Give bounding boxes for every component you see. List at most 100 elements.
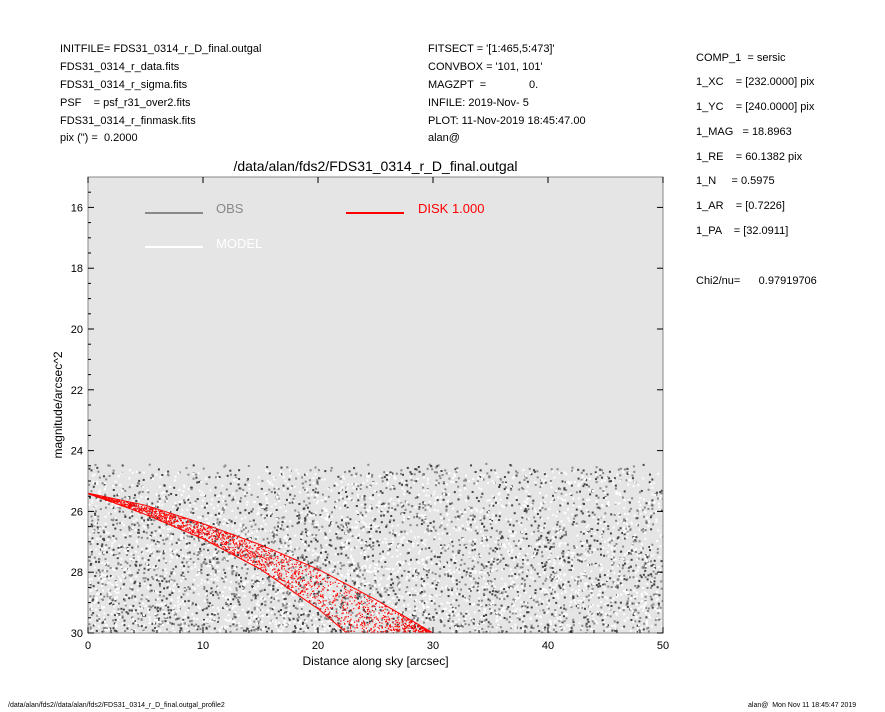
obs-point: [498, 544, 500, 546]
obs-point: [303, 508, 305, 510]
model-point: [160, 622, 162, 624]
model-point: [372, 517, 374, 519]
model-point: [441, 618, 443, 620]
model-point: [224, 586, 226, 588]
obs-point: [537, 527, 539, 529]
model-point: [573, 552, 575, 554]
model-point: [94, 524, 96, 526]
model-point: [520, 570, 522, 572]
model-point: [557, 597, 559, 599]
obs-point: [600, 607, 602, 609]
model-point: [618, 539, 620, 541]
obs-point: [610, 513, 612, 515]
model-point: [270, 587, 272, 589]
model-point: [147, 489, 149, 491]
obs-point: [452, 620, 454, 622]
obs-point: [648, 608, 650, 610]
obs-point: [218, 597, 220, 599]
obs-point: [119, 522, 121, 524]
obs-point: [534, 520, 536, 522]
obs-point: [583, 617, 585, 619]
obs-point: [361, 539, 363, 541]
model-point: [161, 492, 163, 494]
obs-point: [648, 546, 650, 548]
model-point: [215, 525, 217, 527]
obs-point: [552, 567, 554, 569]
model-point: [266, 499, 268, 501]
obs-point: [166, 598, 168, 600]
obs-point: [113, 489, 115, 491]
obs-point: [99, 571, 101, 573]
obs-point: [364, 570, 366, 572]
model-point: [135, 576, 137, 578]
model-point: [285, 510, 287, 512]
obs-point: [576, 509, 578, 511]
obs-point: [449, 503, 451, 505]
obs-point: [600, 554, 602, 556]
obs-point: [390, 471, 392, 473]
model-point: [116, 596, 118, 598]
model-point: [167, 622, 169, 624]
obs-point: [204, 558, 206, 560]
model-point: [264, 598, 266, 600]
obs-point: [549, 587, 551, 589]
obs-point: [472, 560, 474, 562]
obs-point: [372, 560, 374, 562]
obs-point: [235, 616, 237, 618]
model-point: [119, 484, 121, 486]
model-point: [167, 528, 169, 530]
obs-point: [176, 583, 178, 585]
model-point: [657, 473, 659, 475]
obs-point: [488, 553, 490, 555]
model-point: [631, 523, 633, 525]
model-point: [654, 608, 656, 610]
obs-point: [192, 512, 194, 514]
obs-point: [446, 506, 448, 508]
obs-point: [450, 559, 452, 561]
model-point: [136, 546, 138, 548]
obs-point: [318, 477, 320, 479]
model-point: [422, 563, 424, 565]
obs-point: [473, 623, 475, 625]
obs-point: [203, 543, 205, 545]
model-point: [373, 591, 375, 593]
obs-point: [124, 516, 126, 518]
model-point: [655, 521, 657, 523]
obs-point: [207, 614, 209, 616]
model-point: [452, 507, 454, 509]
model-point: [613, 559, 615, 561]
obs-point: [401, 575, 403, 577]
obs-point: [102, 583, 104, 585]
obs-point: [636, 509, 638, 511]
obs-point: [572, 619, 574, 621]
obs-point: [214, 628, 216, 630]
model-point: [467, 575, 469, 577]
model-point: [103, 606, 105, 608]
model-point: [604, 480, 606, 482]
model-point: [507, 588, 509, 590]
obs-point: [488, 476, 490, 478]
model-point: [288, 622, 290, 624]
obs-point: [251, 511, 253, 513]
obs-point: [643, 464, 645, 466]
obs-point: [390, 573, 392, 575]
obs-point: [299, 517, 301, 519]
obs-point: [393, 488, 395, 490]
model-point: [644, 591, 646, 593]
model-point: [111, 553, 113, 555]
obs-point: [195, 500, 197, 502]
model-point: [416, 573, 418, 575]
obs-point: [178, 538, 180, 540]
model-point: [238, 532, 240, 534]
obs-point: [132, 623, 134, 625]
model-point: [242, 609, 244, 611]
model-point: [291, 580, 293, 582]
obs-point: [421, 600, 423, 602]
model-point: [415, 599, 417, 601]
obs-point: [97, 516, 99, 518]
obs-point: [462, 595, 464, 597]
model-point: [280, 470, 282, 472]
model-point: [617, 582, 619, 584]
obs-point: [543, 527, 545, 529]
model-point: [104, 563, 106, 565]
